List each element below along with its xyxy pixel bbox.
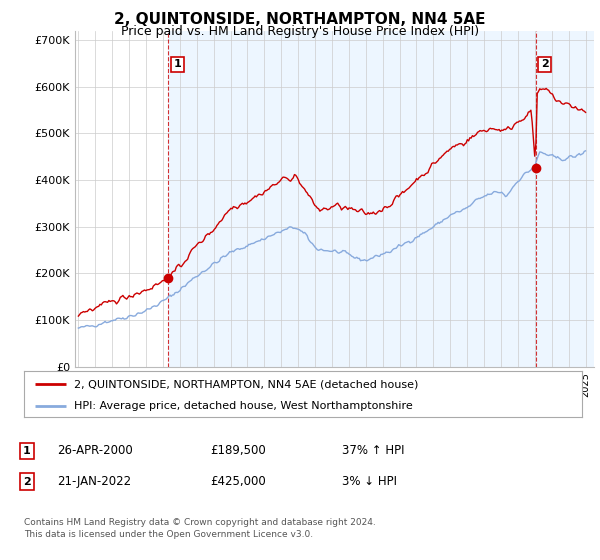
Text: £189,500: £189,500: [210, 444, 266, 458]
Text: HPI: Average price, detached house, West Northamptonshire: HPI: Average price, detached house, West…: [74, 401, 413, 410]
Text: 3% ↓ HPI: 3% ↓ HPI: [342, 475, 397, 488]
Bar: [169, 31, 594, 367]
Text: 1: 1: [173, 59, 181, 69]
Text: 2: 2: [23, 477, 31, 487]
Text: Contains HM Land Registry data © Crown copyright and database right 2024.: Contains HM Land Registry data © Crown c…: [24, 518, 376, 527]
Text: 21-JAN-2022: 21-JAN-2022: [57, 475, 131, 488]
Text: 1: 1: [23, 446, 31, 456]
Text: 26-APR-2000: 26-APR-2000: [57, 444, 133, 458]
Text: This data is licensed under the Open Government Licence v3.0.: This data is licensed under the Open Gov…: [24, 530, 313, 539]
Text: 2: 2: [541, 59, 548, 69]
Text: 2, QUINTONSIDE, NORTHAMPTON, NN4 5AE (detached house): 2, QUINTONSIDE, NORTHAMPTON, NN4 5AE (de…: [74, 379, 419, 389]
Text: 37% ↑ HPI: 37% ↑ HPI: [342, 444, 404, 458]
Text: Price paid vs. HM Land Registry's House Price Index (HPI): Price paid vs. HM Land Registry's House …: [121, 25, 479, 38]
Text: £425,000: £425,000: [210, 475, 266, 488]
Text: 2, QUINTONSIDE, NORTHAMPTON, NN4 5AE: 2, QUINTONSIDE, NORTHAMPTON, NN4 5AE: [114, 12, 486, 27]
